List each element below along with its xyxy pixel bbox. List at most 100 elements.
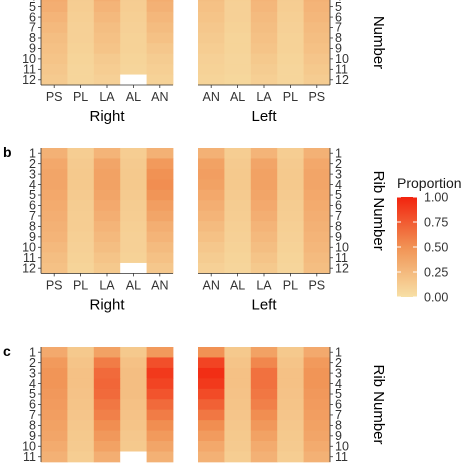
heatmap-cell (41, 64, 68, 75)
heatmap-cell (93, 11, 121, 23)
heatmap-cell (146, 32, 174, 44)
heatmap-cell (146, 242, 174, 253)
x-tick-label: PS (46, 278, 63, 292)
heatmap-cell (41, 441, 68, 452)
heatmap-cell (146, 420, 174, 431)
heatmap-cell (224, 441, 252, 452)
heatmap-cell (224, 378, 252, 390)
x-tick-label: AN (151, 278, 168, 292)
heatmap-cell (41, 11, 68, 23)
heatmap-cell (224, 11, 252, 23)
y-tick-label: 8 (335, 31, 342, 45)
heatmap-cell (120, 388, 147, 400)
heatmap-cell (198, 252, 225, 264)
heatmap-cell (250, 189, 278, 201)
y-tick-label: 4 (335, 0, 342, 3)
heatmap-cell (41, 252, 68, 264)
x-tick-label: AN (203, 90, 220, 104)
x-tick-label: PL (283, 278, 298, 292)
heatmap-cell (120, 441, 147, 452)
heatmap-cell (93, 231, 121, 243)
heatmap-cell (67, 148, 95, 159)
heatmap-cell (224, 451, 252, 463)
heatmap-cell (67, 262, 95, 274)
y-tick-label: 7 (29, 21, 36, 35)
heatmap-cell (41, 231, 68, 243)
heatmap-cell (146, 53, 174, 65)
heatmap-cell (303, 357, 331, 369)
y-tick-label: 5 (29, 0, 36, 14)
heatmap-cell (303, 420, 331, 431)
y-tick-label: 2 (335, 157, 342, 171)
heatmap-cell (224, 74, 252, 86)
heatmap-cell (250, 231, 278, 243)
heatmap-cell (198, 441, 225, 452)
heatmap-cell (303, 441, 331, 452)
heatmap-cell (250, 168, 278, 180)
y-tick-label: 7 (335, 21, 342, 35)
heatmap-cell (224, 189, 252, 201)
heatmap-cell (277, 420, 304, 431)
heatmap-cell (67, 451, 95, 463)
heatmap-cell (198, 0, 225, 2)
x-tick-label: AL (230, 278, 245, 292)
heatmap-cell (41, 74, 68, 86)
y-tick-label: 12 (22, 261, 36, 275)
y-tick-label: 5 (335, 387, 342, 401)
heatmap-cell (120, 242, 147, 253)
heatmap-cell (250, 32, 278, 44)
x-tick-label: LA (99, 90, 115, 104)
heatmap-cell (93, 430, 121, 442)
heatmap-cell (250, 242, 278, 253)
heatmap-cell (120, 231, 147, 243)
heatmap-cell (198, 64, 225, 75)
y-tick-label: 8 (335, 419, 342, 433)
heatmap-cell (41, 43, 68, 55)
y-tick-label: 4 (29, 178, 36, 192)
heatmap-cell (146, 221, 174, 232)
heatmap-cell (224, 388, 252, 400)
heatmap-cell (146, 200, 174, 212)
heatmap-cell (146, 388, 174, 400)
heatmap-cell (250, 210, 278, 222)
heatmap-cell (120, 430, 147, 442)
heatmap-cell (224, 252, 252, 264)
y-tick-label: 4 (29, 377, 36, 391)
panel-label: b (3, 144, 12, 160)
heatmap-cell (146, 179, 174, 191)
heatmap-cell (277, 357, 304, 369)
heatmap-cell (198, 262, 225, 274)
heatmap-cell (303, 388, 331, 400)
x-tick-label: PS (308, 90, 325, 104)
y-tick-label: 10 (335, 439, 349, 453)
heatmap-cell (41, 210, 68, 222)
heatmap-cell (93, 252, 121, 264)
x-tick-label: PS (308, 278, 325, 292)
heatmap-cell (67, 1, 95, 13)
heatmap-cell (93, 451, 121, 463)
y-tick-label: 6 (29, 398, 36, 412)
heatmap-cell (120, 168, 147, 180)
heatmap-cell (277, 347, 304, 358)
x-tick-label: PL (73, 90, 88, 104)
heatmap-cell (224, 347, 252, 358)
heatmap-cell (67, 378, 95, 390)
heatmap-cell (277, 451, 304, 463)
heatmap-cell (67, 158, 95, 170)
heatmap-cell (67, 168, 95, 180)
x-axis-title: Left (251, 296, 277, 313)
heatmap-cell (146, 1, 174, 13)
heatmap-cell (93, 189, 121, 201)
y-tick-label: 9 (29, 42, 36, 56)
heatmap-cell (67, 347, 95, 358)
y-tick-label: 6 (335, 199, 342, 213)
y-tick-label: 11 (335, 63, 348, 77)
heatmap-cell (277, 409, 304, 421)
heatmap-cell (224, 242, 252, 253)
heatmap-cell (41, 430, 68, 442)
